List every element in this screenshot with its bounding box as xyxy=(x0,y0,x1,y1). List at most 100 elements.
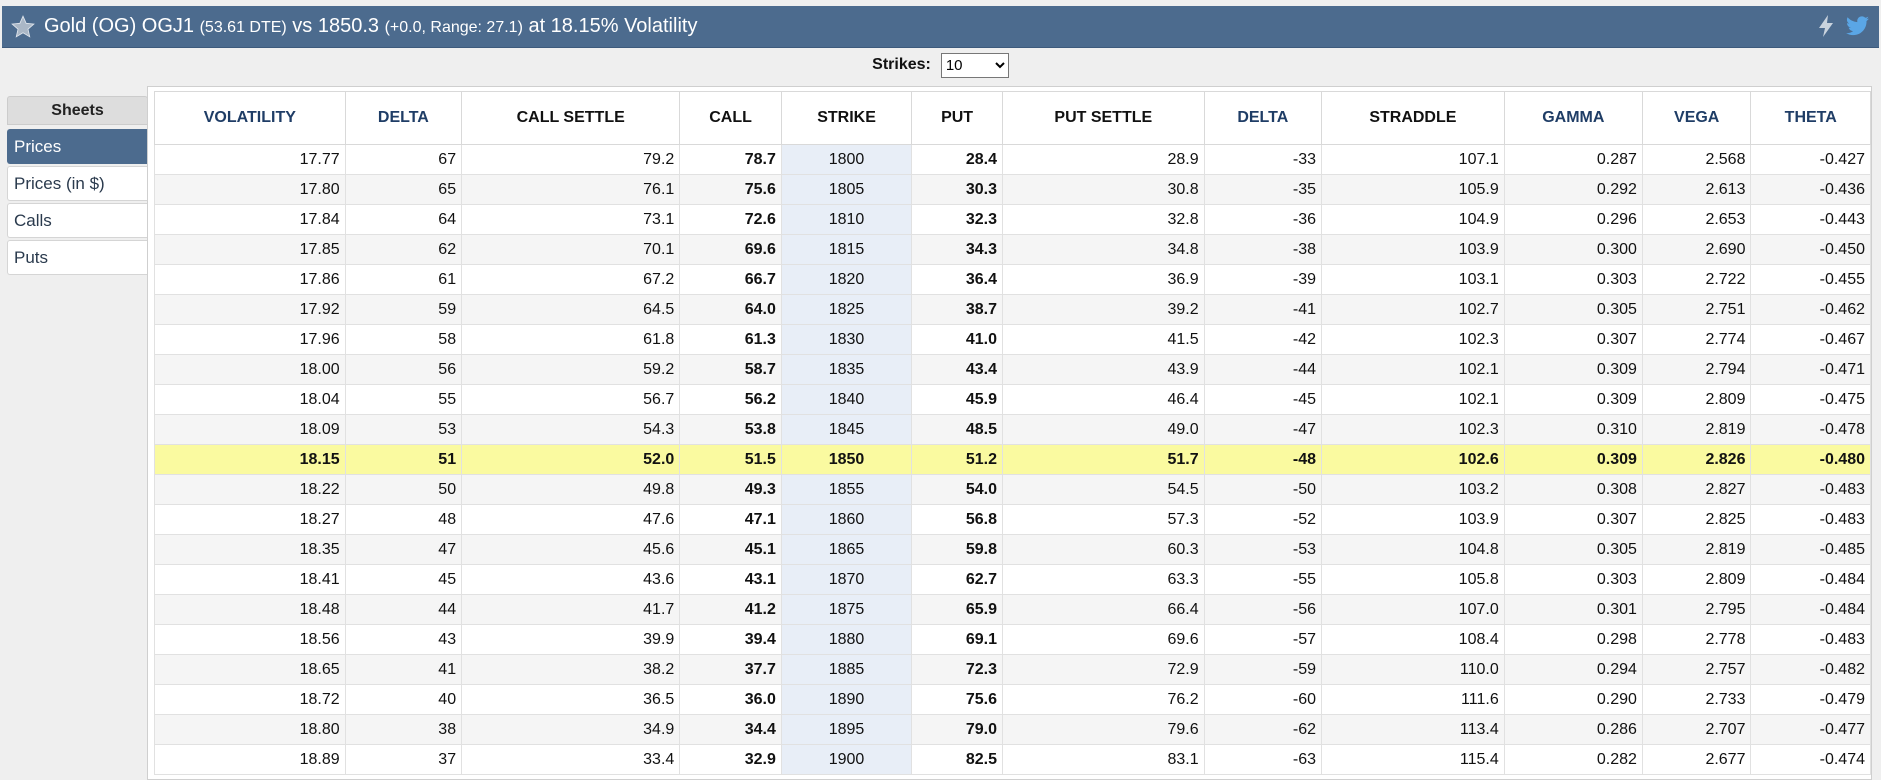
cell-call-delta: 56 xyxy=(344,354,463,385)
cell-straddle: 104.8 xyxy=(1321,534,1505,565)
cell-call-settle: 33.4 xyxy=(461,744,681,775)
table-row: 17.80 65 76.1 75.6 1805 30.3 30.8 -35 105.9 0.292… xyxy=(154,174,1871,205)
cell-put-delta: -44 xyxy=(1203,354,1323,385)
cell-put-settle: 43.9 xyxy=(1001,354,1205,385)
cell-vega: 2.795 xyxy=(1641,594,1752,625)
table-row: 18.48 44 41.7 41.2 1875 65.9 66.4 -56 107.0 0.301… xyxy=(154,594,1871,625)
cell-call-settle: 34.9 xyxy=(461,714,681,745)
cell-theta: -0.482 xyxy=(1750,654,1871,685)
cell-call-settle: 70.1 xyxy=(461,234,681,265)
cell-put: 45.9 xyxy=(911,384,1003,415)
cell-gamma: 0.286 xyxy=(1503,714,1643,745)
star-icon[interactable] xyxy=(10,14,36,40)
cell-straddle: 102.1 xyxy=(1321,384,1505,415)
cell-volatility: 18.48 xyxy=(154,594,346,625)
cell-theta: -0.480 xyxy=(1750,444,1871,475)
cell-theta: -0.450 xyxy=(1750,234,1871,265)
cell-call: 58.7 xyxy=(679,354,782,385)
cell-straddle: 105.8 xyxy=(1321,564,1505,595)
cell-call-settle: 36.5 xyxy=(461,684,681,715)
sidebar-item-calls[interactable]: Calls xyxy=(7,203,148,238)
cell-call-delta: 41 xyxy=(344,654,463,685)
cell-call: 32.9 xyxy=(679,744,782,775)
cell-put: 30.3 xyxy=(911,174,1003,205)
sheets-sidebar: Sheets Prices Prices (in $) Calls Puts xyxy=(7,96,148,277)
cell-strike: 1800 xyxy=(780,144,913,175)
cell-put: 69.1 xyxy=(911,624,1003,655)
col-volatility[interactable]: VOLATILITY xyxy=(154,91,346,145)
cell-straddle: 103.2 xyxy=(1321,474,1505,505)
lightning-icon[interactable] xyxy=(1815,14,1837,38)
col-gamma[interactable]: GAMMA xyxy=(1503,91,1643,145)
col-theta[interactable]: THETA xyxy=(1750,91,1871,145)
cell-put: 34.3 xyxy=(911,234,1003,265)
cell-put-settle: 60.3 xyxy=(1001,534,1205,565)
cell-theta: -0.467 xyxy=(1750,324,1871,355)
col-call-settle[interactable]: CALL SETTLE xyxy=(461,91,681,145)
cell-put-delta: -63 xyxy=(1203,744,1323,775)
cell-put-settle: 49.0 xyxy=(1001,414,1205,445)
cell-call: 36.0 xyxy=(679,684,782,715)
col-vega[interactable]: VEGA xyxy=(1641,91,1752,145)
cell-put-settle: 54.5 xyxy=(1001,474,1205,505)
cell-put-delta: -52 xyxy=(1203,504,1323,535)
sidebar-item-prices-dollars[interactable]: Prices (in $) xyxy=(7,166,148,201)
cell-straddle: 108.4 xyxy=(1321,624,1505,655)
cell-call-delta: 44 xyxy=(344,594,463,625)
title-volatility: at 18.15% Volatility xyxy=(522,15,698,37)
table-row: 17.77 67 79.2 78.7 1800 28.4 28.9 -33 107.1 0.287… xyxy=(154,144,1871,175)
col-straddle[interactable]: STRADDLE xyxy=(1321,91,1505,145)
table-row: 18.04 55 56.7 56.2 1840 45.9 46.4 -45 102.1 0.309… xyxy=(154,384,1871,415)
sidebar-item-prices[interactable]: Prices xyxy=(7,129,148,164)
cell-gamma: 0.310 xyxy=(1503,414,1643,445)
cell-volatility: 18.56 xyxy=(154,624,346,655)
cell-put: 48.5 xyxy=(911,414,1003,445)
cell-put-settle: 72.9 xyxy=(1001,654,1205,685)
cell-call-delta: 38 xyxy=(344,714,463,745)
cell-put-delta: -45 xyxy=(1203,384,1323,415)
strikes-select[interactable]: 10 xyxy=(940,52,1009,78)
cell-put-settle: 39.2 xyxy=(1001,294,1205,325)
cell-put-settle: 83.1 xyxy=(1001,744,1205,775)
page-title: Gold (OG) OGJ1 (53.61 DTE) vs 1850.3 (+0… xyxy=(44,15,697,38)
cell-call-settle: 49.8 xyxy=(461,474,681,505)
cell-gamma: 0.294 xyxy=(1503,654,1643,685)
cell-theta: -0.471 xyxy=(1750,354,1871,385)
cell-put-delta: -50 xyxy=(1203,474,1323,505)
cell-vega: 2.809 xyxy=(1641,384,1752,415)
col-strike[interactable]: STRIKE xyxy=(780,91,913,145)
cell-strike: 1835 xyxy=(780,354,913,385)
cell-call-settle: 39.9 xyxy=(461,624,681,655)
cell-call-settle: 45.6 xyxy=(461,534,681,565)
cell-call-delta: 48 xyxy=(344,504,463,535)
col-put-settle[interactable]: PUT SETTLE xyxy=(1001,91,1205,145)
cell-volatility: 18.35 xyxy=(154,534,346,565)
cell-vega: 2.819 xyxy=(1641,534,1752,565)
cell-gamma: 0.287 xyxy=(1503,144,1643,175)
cell-put-settle: 51.7 xyxy=(1001,444,1205,475)
cell-volatility: 18.80 xyxy=(154,714,346,745)
cell-vega: 2.733 xyxy=(1641,684,1752,715)
cell-put: 51.2 xyxy=(911,444,1003,475)
cell-call: 72.6 xyxy=(679,204,782,235)
cell-gamma: 0.307 xyxy=(1503,324,1643,355)
col-put[interactable]: PUT xyxy=(911,91,1003,145)
col-put-delta[interactable]: DELTA xyxy=(1203,91,1323,145)
cell-put-delta: -53 xyxy=(1203,534,1323,565)
cell-vega: 2.690 xyxy=(1641,234,1752,265)
cell-put: 41.0 xyxy=(911,324,1003,355)
cell-gamma: 0.303 xyxy=(1503,264,1643,295)
cell-strike: 1880 xyxy=(780,624,913,655)
twitter-icon[interactable] xyxy=(1845,14,1871,38)
sidebar-item-puts[interactable]: Puts xyxy=(7,240,148,275)
cell-straddle: 107.1 xyxy=(1321,144,1505,175)
table-row: 17.84 64 73.1 72.6 1810 32.3 32.8 -36 104.9 0.296… xyxy=(154,204,1871,235)
cell-gamma: 0.298 xyxy=(1503,624,1643,655)
cell-call-settle: 61.8 xyxy=(461,324,681,355)
table-row: 18.80 38 34.9 34.4 1895 79.0 79.6 -62 113.4 0.286… xyxy=(154,714,1871,745)
col-call-delta[interactable]: DELTA xyxy=(344,91,463,145)
cell-straddle: 104.9 xyxy=(1321,204,1505,235)
col-call[interactable]: CALL xyxy=(679,91,782,145)
price-table: VOLATILITY DELTA CALL SETTLE CALL STRIKE… xyxy=(154,91,1871,775)
cell-gamma: 0.309 xyxy=(1503,444,1643,475)
